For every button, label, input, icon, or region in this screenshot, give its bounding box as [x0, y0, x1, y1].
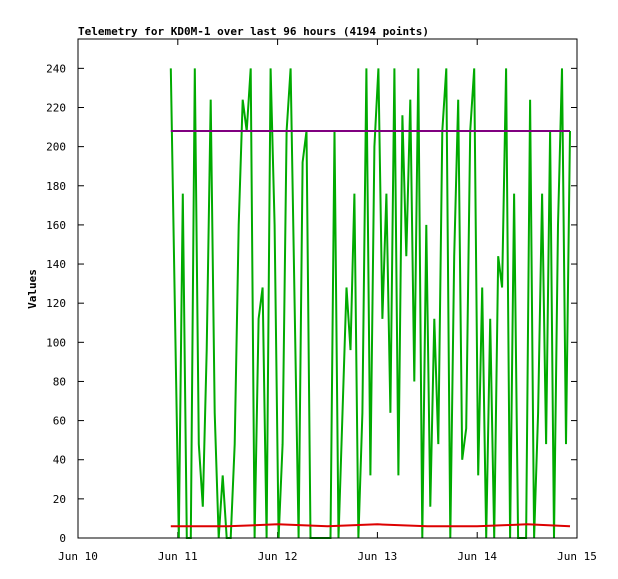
x-tick-label: Jun 14	[457, 550, 497, 563]
data-line	[170, 523, 571, 528]
y-tick-label: 120	[46, 297, 66, 310]
x-tick-label: Jun 15	[557, 550, 597, 563]
x-tick-label: Jun 10	[58, 550, 98, 563]
plot-border	[77, 38, 578, 539]
y-tick-label: 20	[53, 493, 66, 506]
y-tick-label: 0	[59, 532, 66, 545]
chart-title: Telemetry for KD0M-1 over last 96 hours …	[78, 25, 429, 38]
y-tick-label: 240	[46, 62, 66, 75]
y-tick-label: 100	[46, 336, 66, 349]
y-tick-label: 160	[46, 219, 66, 232]
x-tick-label: Jun 11	[158, 550, 198, 563]
y-tick-label: 140	[46, 258, 66, 271]
x-tick-label: Jun 13	[358, 550, 398, 563]
y-tick-label: 180	[46, 180, 66, 193]
y-tick-label: 80	[53, 375, 66, 388]
y-tick-label: 40	[53, 454, 66, 467]
data-line	[169, 68, 571, 539]
y-axis-label: Values	[26, 269, 39, 309]
y-tick-label: 60	[53, 415, 66, 428]
y-tick-label: 200	[46, 141, 66, 154]
y-tick-label: 220	[46, 101, 66, 114]
x-tick-label: Jun 12	[258, 550, 298, 563]
